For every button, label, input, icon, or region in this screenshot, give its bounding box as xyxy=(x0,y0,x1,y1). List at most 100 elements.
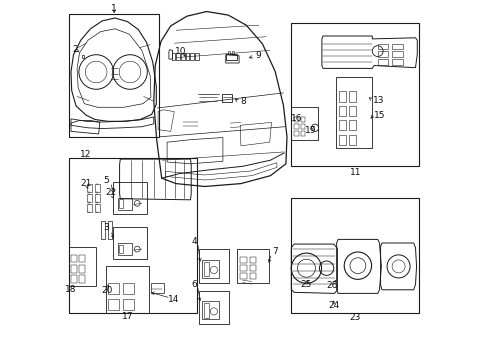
Bar xyxy=(122,283,133,294)
Bar xyxy=(95,194,100,202)
Bar xyxy=(336,77,371,148)
Bar xyxy=(377,44,387,49)
Bar xyxy=(240,273,246,279)
Bar xyxy=(391,51,402,57)
Text: 18: 18 xyxy=(65,285,77,294)
Text: 2: 2 xyxy=(73,45,78,54)
Bar xyxy=(231,51,234,54)
Bar xyxy=(300,117,305,122)
Bar xyxy=(87,194,92,202)
Bar xyxy=(171,53,175,60)
Bar xyxy=(377,59,387,65)
Bar xyxy=(294,131,298,136)
Bar xyxy=(122,299,133,310)
Bar xyxy=(226,54,237,60)
Text: 26: 26 xyxy=(325,281,337,289)
Bar xyxy=(107,221,112,239)
Bar xyxy=(348,120,355,130)
Bar xyxy=(95,184,100,192)
Text: 21: 21 xyxy=(80,179,92,188)
Text: 7: 7 xyxy=(272,248,278,256)
Bar xyxy=(108,283,119,294)
Bar xyxy=(71,265,77,273)
Text: 6: 6 xyxy=(191,280,197,289)
Bar xyxy=(151,283,163,293)
Text: 20: 20 xyxy=(101,287,112,295)
Bar xyxy=(119,199,122,208)
Bar xyxy=(291,107,318,140)
Text: 15: 15 xyxy=(373,111,385,120)
Text: 1: 1 xyxy=(111,4,117,13)
Text: 8: 8 xyxy=(240,97,245,106)
Bar xyxy=(185,53,189,60)
Bar xyxy=(71,275,77,283)
Text: 25: 25 xyxy=(300,280,311,289)
Text: 22: 22 xyxy=(105,188,116,197)
Bar xyxy=(69,158,196,313)
Bar xyxy=(338,91,346,102)
Bar xyxy=(195,53,199,60)
Bar xyxy=(391,44,402,49)
Bar xyxy=(338,135,346,145)
Bar xyxy=(249,273,256,279)
Bar xyxy=(203,303,209,318)
Bar xyxy=(118,198,132,210)
Bar xyxy=(338,120,346,130)
Text: 13: 13 xyxy=(373,96,384,105)
Bar xyxy=(291,198,418,313)
Text: 3: 3 xyxy=(103,223,109,232)
Bar xyxy=(391,59,402,65)
Bar xyxy=(348,135,355,145)
Text: 5: 5 xyxy=(103,176,109,185)
Bar xyxy=(348,106,355,116)
Bar xyxy=(113,182,147,214)
Bar xyxy=(190,53,194,60)
Bar xyxy=(222,94,232,102)
Text: 23: 23 xyxy=(349,313,360,322)
Bar xyxy=(79,265,84,273)
Bar xyxy=(377,51,387,57)
Bar xyxy=(87,204,92,212)
Text: 19: 19 xyxy=(304,126,315,135)
Bar xyxy=(71,255,77,262)
Bar xyxy=(348,91,355,102)
Bar xyxy=(113,227,147,259)
Bar xyxy=(227,51,230,54)
Text: 16: 16 xyxy=(290,114,302,123)
Bar xyxy=(69,247,96,286)
Bar xyxy=(202,301,219,319)
Bar xyxy=(108,299,119,310)
Bar xyxy=(249,257,256,263)
Text: 14: 14 xyxy=(167,295,179,304)
Bar xyxy=(338,106,346,116)
Bar xyxy=(69,14,159,137)
Bar xyxy=(249,265,256,271)
Bar xyxy=(291,23,418,166)
Bar xyxy=(79,275,84,283)
Bar xyxy=(240,257,246,263)
Bar xyxy=(202,260,219,278)
Bar xyxy=(294,124,298,129)
Text: 12: 12 xyxy=(80,150,92,159)
Bar xyxy=(300,131,305,136)
Text: 24: 24 xyxy=(327,301,339,310)
Text: 11: 11 xyxy=(349,168,361,177)
Bar xyxy=(176,53,180,60)
Bar xyxy=(199,249,228,283)
Bar xyxy=(118,243,132,255)
Bar xyxy=(101,221,104,239)
Bar xyxy=(119,245,122,253)
Bar xyxy=(237,249,268,283)
Bar xyxy=(81,55,84,58)
Text: 17: 17 xyxy=(122,312,133,321)
Bar xyxy=(199,291,228,324)
Bar xyxy=(240,265,246,271)
Bar xyxy=(300,124,305,129)
Text: 9: 9 xyxy=(255,51,261,60)
Text: 10: 10 xyxy=(174,47,186,56)
Bar xyxy=(203,262,209,276)
Text: 4: 4 xyxy=(191,237,197,246)
Bar xyxy=(87,184,92,192)
Bar xyxy=(95,204,100,212)
Bar xyxy=(105,266,149,313)
